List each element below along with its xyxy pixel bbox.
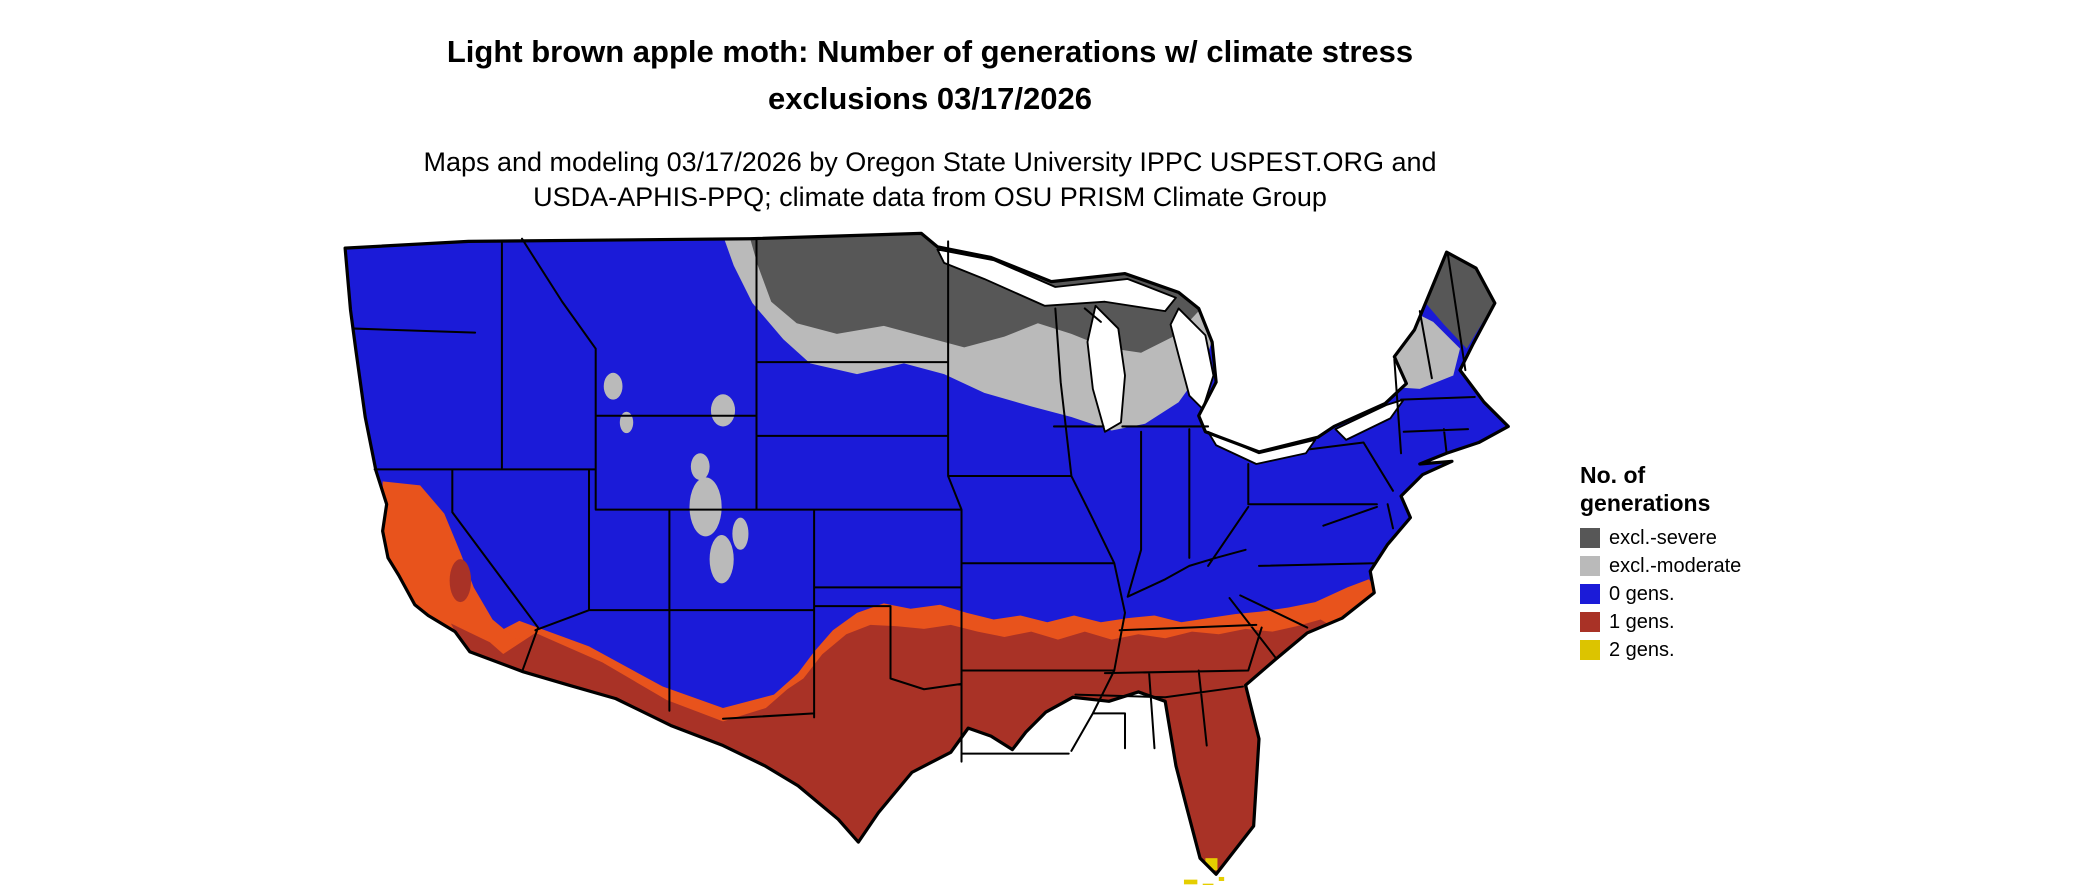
- title-block: Light brown apple moth: Number of genera…: [0, 29, 1860, 215]
- us-outline: [343, 231, 1510, 876]
- region-1-gen-california-coast: [450, 623, 524, 672]
- region-excl-moderate-rockies: [603, 372, 749, 584]
- legend-item-excl-moderate: excl.-moderate: [1580, 555, 1741, 577]
- legend-label-0-gens: 0 gens.: [1609, 583, 1675, 606]
- region-excl-severe-northeast: [1376, 233, 1509, 349]
- lake-huron: [1169, 307, 1215, 410]
- legend-title-line-1: No. of: [1580, 462, 1646, 488]
- legend-item-2-gens: 2 gens.: [1580, 639, 1741, 661]
- us-map: [343, 231, 1510, 885]
- legend-label-excl-severe: excl.-severe: [1609, 527, 1717, 550]
- legend-swatch-1-gens: [1580, 612, 1600, 633]
- legend-swatch-2-gens: [1580, 640, 1600, 661]
- page-subtitle: Maps and modeling 03/17/2026 by Oregon S…: [0, 145, 1860, 215]
- subtitle-line-1: Maps and modeling 03/17/2026 by Oregon S…: [423, 147, 1437, 177]
- legend: No. of generations excl.-severe excl.-mo…: [1580, 462, 1741, 667]
- title-line-1: Light brown apple moth: Number of genera…: [446, 34, 1414, 69]
- legend-item-1-gens: 1 gens.: [1580, 611, 1741, 633]
- legend-swatch-excl-severe: [1580, 528, 1600, 549]
- lake-superior: [936, 248, 1177, 313]
- state-borders: [353, 237, 1476, 763]
- lake-michigan: [1086, 304, 1126, 433]
- legend-title-line-2: generations: [1580, 489, 1711, 516]
- page-title: Light brown apple moth: Number of genera…: [0, 29, 1860, 122]
- subtitle-line-2: USDA-APHIS-PPQ; climate data from OSU PR…: [533, 182, 1327, 213]
- legend-item-0-gens: 0 gens.: [1580, 583, 1741, 605]
- legend-label-excl-moderate: excl.-moderate: [1609, 555, 1742, 578]
- region-1-gen-central-valley: [449, 559, 472, 603]
- legend-title: No. of generations: [1580, 462, 1741, 517]
- legend-item-excl-severe: excl.-severe: [1580, 527, 1741, 549]
- region-2-gens-florida-keys: [1183, 876, 1225, 885]
- legend-label-2-gens: 2 gens.: [1609, 639, 1675, 662]
- title-line-2: exclusions 03/17/2026: [767, 80, 1092, 116]
- map-container: [321, 228, 1527, 885]
- legend-swatch-excl-moderate: [1580, 556, 1600, 577]
- legend-label-1-gens: 1 gens.: [1609, 611, 1675, 634]
- legend-swatch-0-gens: [1580, 584, 1600, 605]
